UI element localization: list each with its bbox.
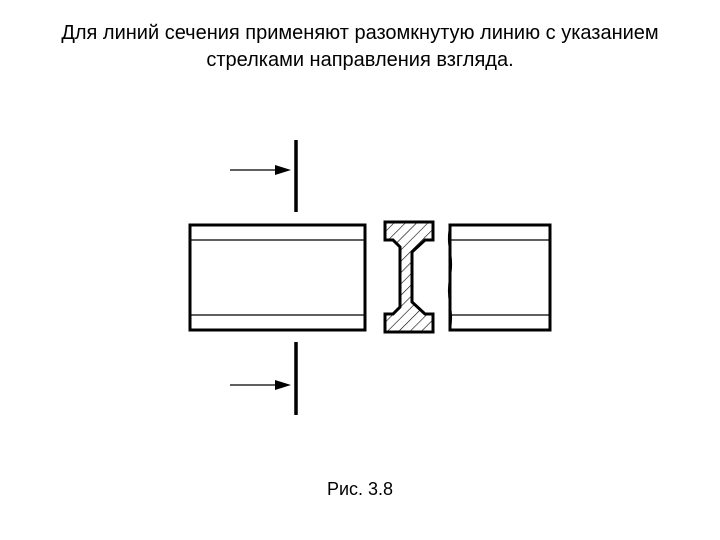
figure-caption: Рис. 3.8 (0, 479, 720, 500)
technical-drawing (0, 130, 720, 450)
section-line-bottom (230, 342, 296, 415)
section-line-top (230, 140, 296, 212)
left-block (190, 225, 365, 330)
right-block (449, 225, 551, 330)
drawing-svg (0, 130, 720, 450)
section-profile (385, 222, 433, 332)
page-title: Для линий сечения применяют разомкнутую … (0, 20, 720, 74)
